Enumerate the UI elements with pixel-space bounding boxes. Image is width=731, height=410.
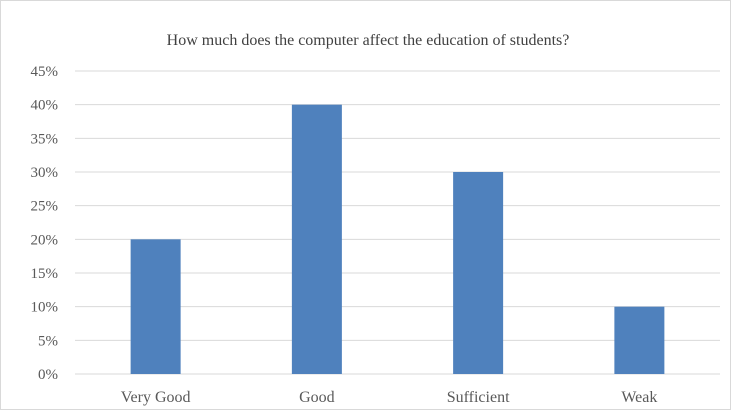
bar-sufficient	[453, 172, 504, 374]
y-axis-ticks: 0% 5% 10% 15% 20% 25% 30% 35% 40% 45%	[31, 64, 59, 383]
bars	[130, 104, 665, 375]
x-category-label: Very Good	[121, 389, 191, 406]
y-tick-label: 35%	[31, 131, 59, 147]
y-tick-label: 0%	[38, 367, 58, 383]
y-tick-label: 45%	[31, 64, 59, 80]
y-tick-label: 15%	[31, 266, 59, 282]
y-tick-label: 10%	[31, 300, 59, 316]
y-tick-label: 30%	[31, 165, 59, 181]
chart-title: How much does the computer affect the ed…	[167, 32, 570, 49]
y-tick-label: 20%	[31, 232, 59, 248]
bar-good	[291, 104, 342, 375]
x-category-label: Weak	[621, 389, 657, 406]
y-tick-label: 5%	[38, 333, 58, 349]
x-category-label: Good	[299, 389, 335, 406]
bar-very-good	[130, 239, 181, 374]
x-axis-categories: Very Good Good Sufficient Weak	[121, 389, 658, 406]
y-tick-label: 40%	[31, 98, 59, 114]
y-tick-label: 25%	[31, 199, 59, 215]
bar-weak	[614, 306, 665, 374]
x-category-label: Sufficient	[447, 389, 510, 406]
gridlines	[75, 70, 720, 375]
